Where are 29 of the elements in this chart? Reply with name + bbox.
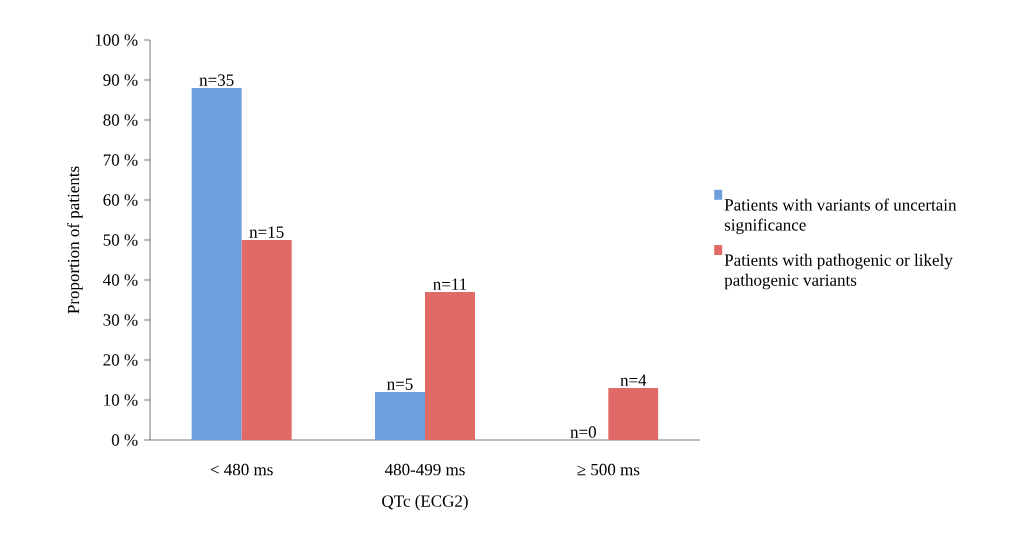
y-tick-label: 10 % bbox=[104, 394, 138, 406]
y-tick-label: 50 % bbox=[103, 234, 138, 246]
y-tick-label: 70 % bbox=[103, 154, 138, 166]
y-tick-label: 0 % bbox=[111, 434, 138, 446]
x-axis-title: QTc (ECG2) bbox=[382, 494, 468, 511]
annotation: n=11 bbox=[433, 278, 467, 290]
legend-label: Patients with pathogenic or likely pathogenic variants bbox=[724, 253, 953, 290]
x-tick-label: ≥ 500 ms bbox=[577, 463, 640, 476]
annotation: n=35 bbox=[199, 74, 234, 86]
y-axis-title: Proportion of patients bbox=[67, 166, 83, 314]
annotation: n=4 bbox=[620, 374, 647, 386]
x-tick-label: < 480 ms bbox=[210, 463, 273, 476]
y-tick-label: 90 % bbox=[103, 74, 138, 86]
annotation: n=0 bbox=[570, 426, 596, 438]
annotation: n=5 bbox=[387, 378, 413, 390]
y-tick-label: 60 % bbox=[103, 194, 138, 206]
bar bbox=[241, 240, 292, 440]
bar bbox=[191, 88, 242, 440]
legend-label: Patients with variants of uncertain significance bbox=[724, 198, 957, 235]
y-tick-label: 40 % bbox=[103, 274, 138, 286]
x-tick-label: 480-499 ms bbox=[384, 463, 465, 476]
bar bbox=[425, 292, 476, 440]
bar bbox=[608, 388, 659, 440]
annotation: n=15 bbox=[249, 226, 284, 238]
y-tick-label: 100 % bbox=[95, 34, 138, 46]
y-tick-label: 80 % bbox=[103, 114, 138, 126]
bar bbox=[375, 392, 425, 440]
y-tick-label: 30 % bbox=[103, 314, 138, 326]
y-tick-label: 20 % bbox=[103, 354, 138, 366]
